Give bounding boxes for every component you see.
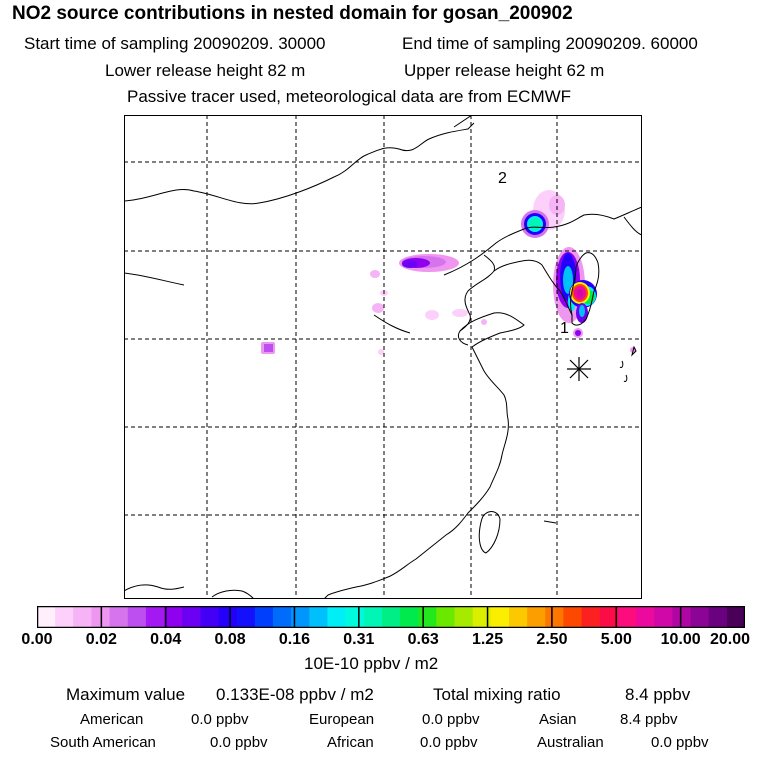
colorbar-cell	[55, 606, 74, 628]
region-name-south-american: South American	[50, 734, 156, 751]
colorbar-cell	[726, 606, 745, 628]
upper-release-label: Upper release height 62 m	[404, 61, 605, 80]
receptor-marker-icon	[567, 357, 591, 381]
total-mixing-label: Total mixing ratio	[433, 685, 561, 704]
colorbar	[37, 606, 745, 628]
region-label-2: 2	[498, 170, 507, 187]
region-value-australian: 0.0 ppbv	[651, 734, 709, 751]
region-value-south-american: 0.0 ppbv	[210, 734, 268, 751]
region-label-1: 1	[560, 320, 569, 337]
colorbar-cell	[200, 606, 220, 628]
colorbar-cell	[381, 606, 401, 628]
colorbar-units: 10E-10 ppbv / m2	[304, 654, 439, 673]
end-time-label: End time of sampling 20090209. 60000	[402, 34, 698, 53]
tracer-note: Passive tracer used, meteorological data…	[127, 87, 572, 106]
colorbar-cell	[527, 606, 546, 628]
colorbar-cell	[436, 606, 456, 628]
colorbar-tick-label: 0.04	[150, 631, 182, 648]
colorbar-tick-label: 20.00	[709, 631, 751, 648]
colorbar-cell	[345, 606, 365, 628]
map-frame	[124, 115, 642, 599]
map-panel: 2 1	[124, 115, 642, 599]
region-name-australian: Australian	[537, 734, 604, 751]
lower-release-label: Lower release height 82 m	[105, 61, 306, 80]
colorbar-cell	[73, 606, 93, 628]
region-name-asian: Asian	[539, 711, 577, 728]
region-value-american: 0.0 ppbv	[191, 711, 249, 728]
colorbar-cell	[599, 606, 619, 628]
region-value-european: 0.0 ppbv	[422, 711, 480, 728]
colorbar-cell	[581, 606, 601, 628]
colorbar-cell	[672, 606, 692, 628]
region-name-european: European	[309, 711, 375, 728]
max-value-label: Maximum value	[66, 685, 186, 704]
colorbar-cell	[418, 606, 437, 628]
colorbar-cell	[617, 606, 637, 628]
colorbar-cell	[490, 606, 510, 628]
colorbar-tick-label: 0.16	[278, 631, 311, 648]
colorbar-cell	[236, 606, 256, 628]
plot-title: NO2 source contributions in nested domai…	[12, 3, 573, 24]
colorbar-cell	[254, 606, 274, 628]
start-time-label: Start time of sampling 20090209. 30000	[24, 34, 326, 53]
colorbar-cell	[363, 606, 383, 628]
colorbar-cell	[182, 606, 201, 628]
colorbar-tick-label: 0.63	[407, 631, 439, 648]
colorbar-cell	[563, 606, 583, 628]
colorbar-cell	[218, 606, 238, 628]
coastlines	[124, 115, 642, 599]
colorbar-cell	[708, 606, 728, 628]
colorbar-cell	[309, 606, 329, 628]
total-mixing-value: 8.4 ppbv	[625, 685, 691, 704]
region-value-african: 0.0 ppbv	[420, 734, 478, 751]
colorbar-tick-label: 0.31	[343, 631, 375, 648]
colorbar-cell	[145, 606, 165, 628]
colorbar-cell	[454, 606, 474, 628]
colorbar-cell	[509, 606, 528, 628]
colorbar-cell	[37, 606, 56, 628]
colorbar-tick-label: 1.25	[471, 631, 504, 648]
colorbar-cell	[654, 606, 673, 628]
colorbar-tick-label: 2.50	[536, 631, 568, 648]
colorbar-cell	[164, 606, 183, 628]
colorbar-cell	[400, 606, 419, 628]
colorbar-cell	[291, 606, 310, 628]
colorbar-tick-label: 0.02	[85, 631, 117, 648]
colorbar-cell	[636, 606, 655, 628]
region-value-asian: 8.4 ppbv	[620, 711, 678, 728]
colorbar-tick-label: 5.00	[600, 631, 632, 648]
colorbar-cell	[273, 606, 292, 628]
colorbar-cell	[690, 606, 710, 628]
colorbar-tick-label: 0.08	[214, 631, 246, 648]
region-name-american: American	[80, 711, 144, 728]
colorbar-tick-label: 0.00	[21, 631, 53, 648]
colorbar-tick-label: 10.00	[660, 631, 701, 648]
colorbar-cell	[545, 606, 565, 628]
colorbar-cell	[327, 606, 347, 628]
colorbar-cell	[109, 606, 129, 628]
max-value: 0.133E-08 ppbv / m2	[216, 685, 374, 704]
region-name-african: African	[327, 734, 374, 751]
colorbar-cell	[127, 606, 147, 628]
map-grid	[124, 115, 642, 599]
colorbar-cell	[472, 606, 492, 628]
